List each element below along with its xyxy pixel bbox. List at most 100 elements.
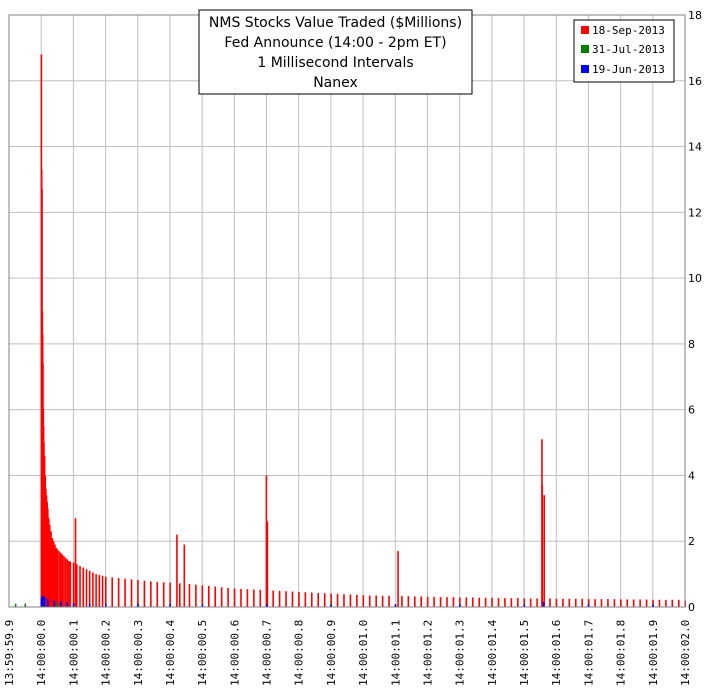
bar	[227, 587, 229, 607]
bar	[72, 562, 75, 607]
legend-box	[573, 19, 675, 83]
bar	[162, 582, 165, 607]
bar	[53, 600, 56, 607]
x-tick-label: 14:00:01.2	[421, 620, 434, 686]
bar	[48, 524, 51, 607]
title-line-4: Nanex	[313, 75, 358, 91]
bar	[195, 584, 197, 607]
y-tick-label: 2	[688, 535, 695, 548]
bar	[56, 549, 59, 607]
bar	[536, 598, 538, 607]
bar	[594, 599, 596, 607]
bar	[59, 552, 62, 607]
bar	[240, 588, 242, 607]
bar	[47, 508, 49, 607]
bar	[169, 604, 171, 607]
bar	[362, 595, 365, 607]
bar	[665, 599, 667, 607]
x-tick-label: 14:00:00.6	[228, 620, 241, 686]
bar	[677, 599, 680, 607]
x-tick-label: 14:00:00.7	[261, 620, 274, 686]
bar	[176, 534, 178, 607]
bar	[356, 594, 358, 607]
title-box	[198, 9, 473, 95]
x-tick-label: 13:59:59.9	[3, 620, 16, 686]
bar	[504, 598, 506, 607]
bar	[95, 574, 97, 607]
bar	[568, 598, 571, 607]
bar	[375, 595, 377, 607]
bar	[323, 593, 326, 607]
bar	[652, 604, 654, 607]
bar	[56, 603, 59, 607]
bar	[471, 597, 474, 607]
bar	[266, 521, 269, 607]
bar	[349, 594, 352, 607]
x-tick-label: 14:00:00.4	[164, 619, 177, 686]
bar	[207, 585, 210, 607]
legend-label-3: 19-Jun-2013	[592, 63, 665, 76]
x-tick-label: 14:00:00.2	[100, 620, 113, 686]
bar	[626, 599, 629, 607]
bar	[517, 598, 519, 607]
bar	[59, 601, 62, 607]
legend-swatch-2	[581, 45, 589, 53]
legend-label-2: 31-Jul-2013	[592, 43, 665, 56]
bar	[88, 603, 91, 607]
bar	[55, 547, 57, 607]
y-tick-label: 4	[688, 469, 695, 482]
bar	[652, 599, 654, 607]
bar	[64, 557, 67, 607]
x-tick-label: 14:00:00.3	[132, 620, 145, 686]
bar	[541, 485, 544, 607]
bar	[381, 595, 384, 607]
bar	[388, 595, 390, 607]
x-tick-label: 14:00:01.8	[615, 620, 628, 686]
x-tick-label: 14:00:01.7	[582, 620, 595, 686]
bar	[111, 577, 114, 607]
bar	[465, 597, 468, 607]
bar	[291, 591, 294, 607]
bar	[523, 598, 526, 607]
bar	[117, 578, 120, 607]
legend-label-1: 18-Sep-2013	[592, 24, 665, 37]
bar	[265, 475, 268, 607]
bar	[523, 604, 526, 607]
bar	[542, 602, 545, 607]
y-axis: 0 2 4 6 8 10 12 14 16 18	[688, 9, 702, 614]
legend: 18-Sep-2013 31-Jul-2013 19-Jun-2013	[573, 19, 675, 83]
bar	[82, 567, 85, 607]
x-tick-label: 14:00:02.0	[679, 620, 692, 686]
y-tick-label: 0	[688, 601, 695, 614]
bar	[645, 599, 648, 607]
bar	[137, 604, 139, 607]
bar	[40, 597, 43, 607]
series-3	[40, 595, 654, 607]
x-axis: 13:59:59.9 14:00:00.0 14:00:00.1 14:00:00.2…	[3, 619, 692, 686]
title-line-2: Fed Announce (14:00 - 2pm ET)	[224, 35, 446, 51]
bar-layer	[14, 54, 686, 608]
bar	[632, 599, 635, 607]
bar	[397, 551, 399, 607]
bar	[47, 598, 49, 607]
x-tick-label: 14:00:01.5	[518, 620, 531, 686]
bar	[104, 576, 107, 607]
bar	[459, 597, 461, 607]
bar	[613, 599, 616, 607]
bar	[330, 593, 332, 607]
bar	[478, 597, 480, 607]
bar	[220, 587, 223, 607]
bar	[278, 590, 281, 607]
y-tick-label: 14	[688, 141, 702, 154]
bar	[310, 592, 313, 607]
chart-title: NMS Stocks Value Traded ($Millions) Fed …	[198, 9, 473, 95]
bar	[459, 604, 461, 607]
bar	[214, 586, 217, 607]
bar	[639, 599, 641, 607]
bar	[555, 598, 558, 607]
bar	[253, 589, 255, 607]
bar	[47, 518, 50, 607]
y-tick-label: 8	[688, 338, 695, 351]
bar	[201, 585, 204, 607]
bar	[658, 599, 661, 607]
